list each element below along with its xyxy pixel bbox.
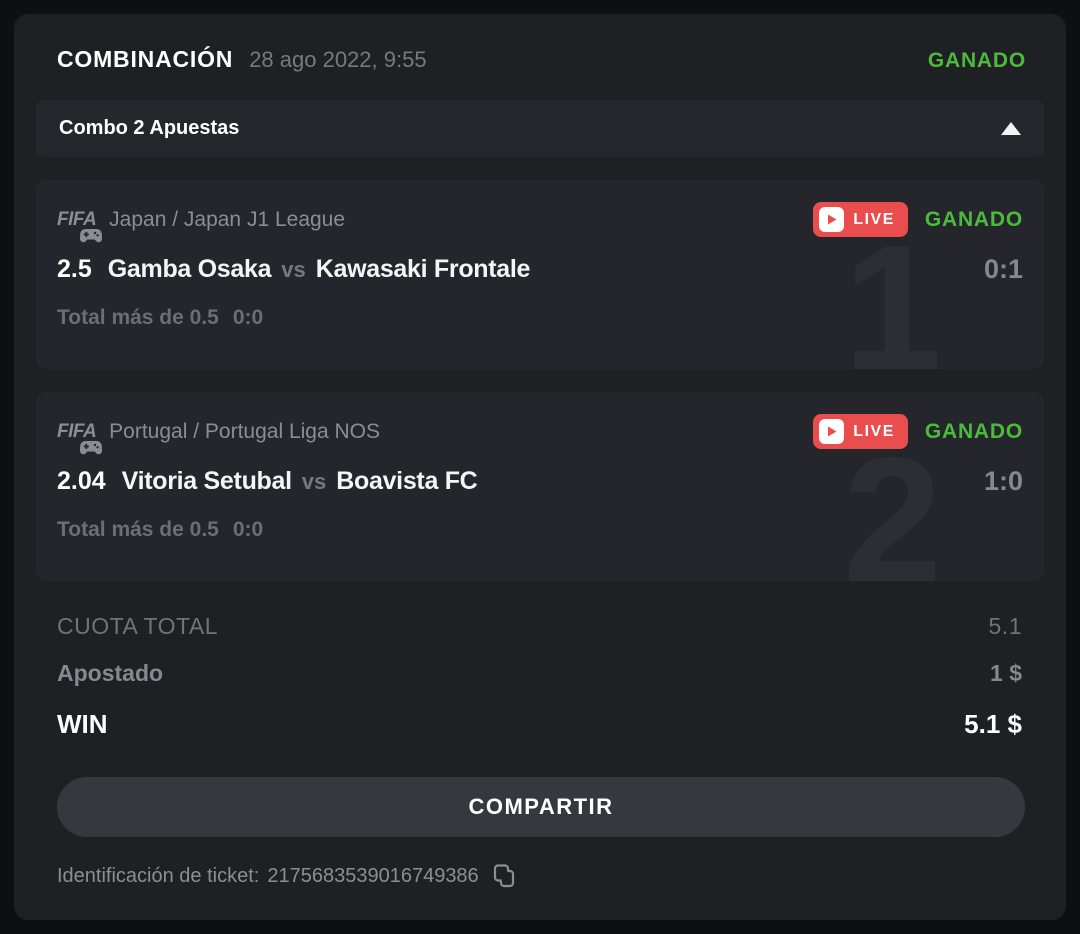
bet-card-2: 2 FIFA Portugal / Portugal Liga NOS LIVE — [36, 392, 1044, 581]
stake-row: Apostado 1 $ — [57, 650, 1022, 697]
match-score: 0:1 — [983, 254, 1023, 284]
ticket-type-title: COMBINACIÓN — [57, 46, 234, 72]
market-score: 0:0 — [232, 306, 264, 329]
vs-label: vs — [281, 256, 306, 282]
bet-ticket-panel: COMBINACIÓN 28 ago 2022, 9:55 GANADO Com… — [14, 14, 1066, 920]
fifa-logo-text: FIFA — [57, 420, 97, 442]
ticket-id-row: Identificación de ticket: 21756835390167… — [14, 837, 1066, 888]
match-row: 2.5 Gamba Osaka vs Kawasaki Frontale 0:1 — [57, 254, 1023, 285]
live-badge: LIVE — [813, 414, 908, 449]
copy-icon[interactable] — [493, 864, 515, 888]
home-team: Vitoria Setubal — [121, 467, 292, 495]
ticket-date: 28 ago 2022, 9:55 — [249, 47, 427, 72]
live-badge: LIVE — [813, 202, 908, 237]
combo-label: Combo 2 Apuestas — [59, 117, 240, 139]
bet-index-watermark: 1 — [843, 208, 942, 370]
ticket-id-label: Identificación de ticket: — [57, 864, 260, 887]
win-row: WIN 5.1 $ — [57, 697, 1022, 740]
combo-accordion-toggle[interactable]: Combo 2 Apuestas — [36, 100, 1044, 157]
match-row: 2.04 Vitoria Setubal vs Boavista FC 1:0 — [57, 466, 1023, 497]
stake-label: Apostado — [57, 660, 164, 686]
live-label: LIVE — [853, 210, 895, 228]
market-row: Total más de 0.5 0:0 — [57, 518, 1023, 542]
ticket-status-badge: GANADO — [927, 49, 1026, 72]
league-name: Portugal / Portugal Liga NOS — [109, 419, 380, 443]
total-odds-value: 5.1 — [988, 613, 1022, 639]
fifa-esports-icon: FIFA — [57, 420, 103, 454]
bet-status-badge: GANADO — [924, 419, 1023, 443]
chevron-up-icon[interactable] — [1001, 122, 1021, 135]
total-odds-label: CUOTA TOTAL — [57, 613, 218, 639]
bet-card-1: 1 FIFA Japan / Japan J1 League LIVE G — [36, 180, 1044, 369]
total-odds-row: CUOTA TOTAL 5.1 — [57, 605, 1022, 650]
live-label: LIVE — [853, 422, 895, 440]
fifa-esports-icon: FIFA — [57, 208, 103, 242]
home-team: Gamba Osaka — [107, 255, 272, 283]
bet-meta-row: FIFA Portugal / Portugal Liga NOS LIVE G… — [57, 414, 1023, 454]
stake-value: 1 $ — [990, 660, 1022, 686]
bet-status-badge: GANADO — [924, 207, 1023, 231]
bet-odds: 2.5 — [57, 255, 92, 283]
market-score: 0:0 — [232, 518, 264, 541]
away-team: Kawasaki Frontale — [315, 255, 531, 283]
match-score: 1:0 — [983, 466, 1023, 496]
share-button[interactable]: COMPARTIR — [57, 777, 1025, 837]
bet-odds: 2.04 — [57, 467, 106, 495]
bet-meta-row: FIFA Japan / Japan J1 League LIVE GANADO — [57, 202, 1023, 242]
market-name: Total más de 0.5 — [57, 518, 219, 541]
win-value: 5.1 $ — [964, 709, 1022, 739]
vs-label: vs — [301, 468, 327, 494]
gamepad-icon — [80, 228, 103, 242]
fifa-logo-text: FIFA — [57, 208, 97, 230]
bet-index-watermark: 2 — [843, 420, 942, 582]
gamepad-icon — [80, 440, 103, 454]
win-label: WIN — [57, 709, 108, 739]
away-team: Boavista FC — [336, 467, 478, 495]
ticket-id-value: 2175683539016749386 — [267, 864, 479, 887]
ticket-summary: CUOTA TOTAL 5.1 Apostado 1 $ WIN 5.1 $ — [14, 581, 1066, 740]
play-icon — [819, 419, 845, 444]
play-icon — [819, 207, 845, 232]
market-name: Total más de 0.5 — [57, 306, 219, 329]
league-name: Japan / Japan J1 League — [109, 207, 346, 231]
ticket-header: COMBINACIÓN 28 ago 2022, 9:55 GANADO — [14, 14, 1066, 73]
market-row: Total más de 0.5 0:0 — [57, 306, 1023, 330]
